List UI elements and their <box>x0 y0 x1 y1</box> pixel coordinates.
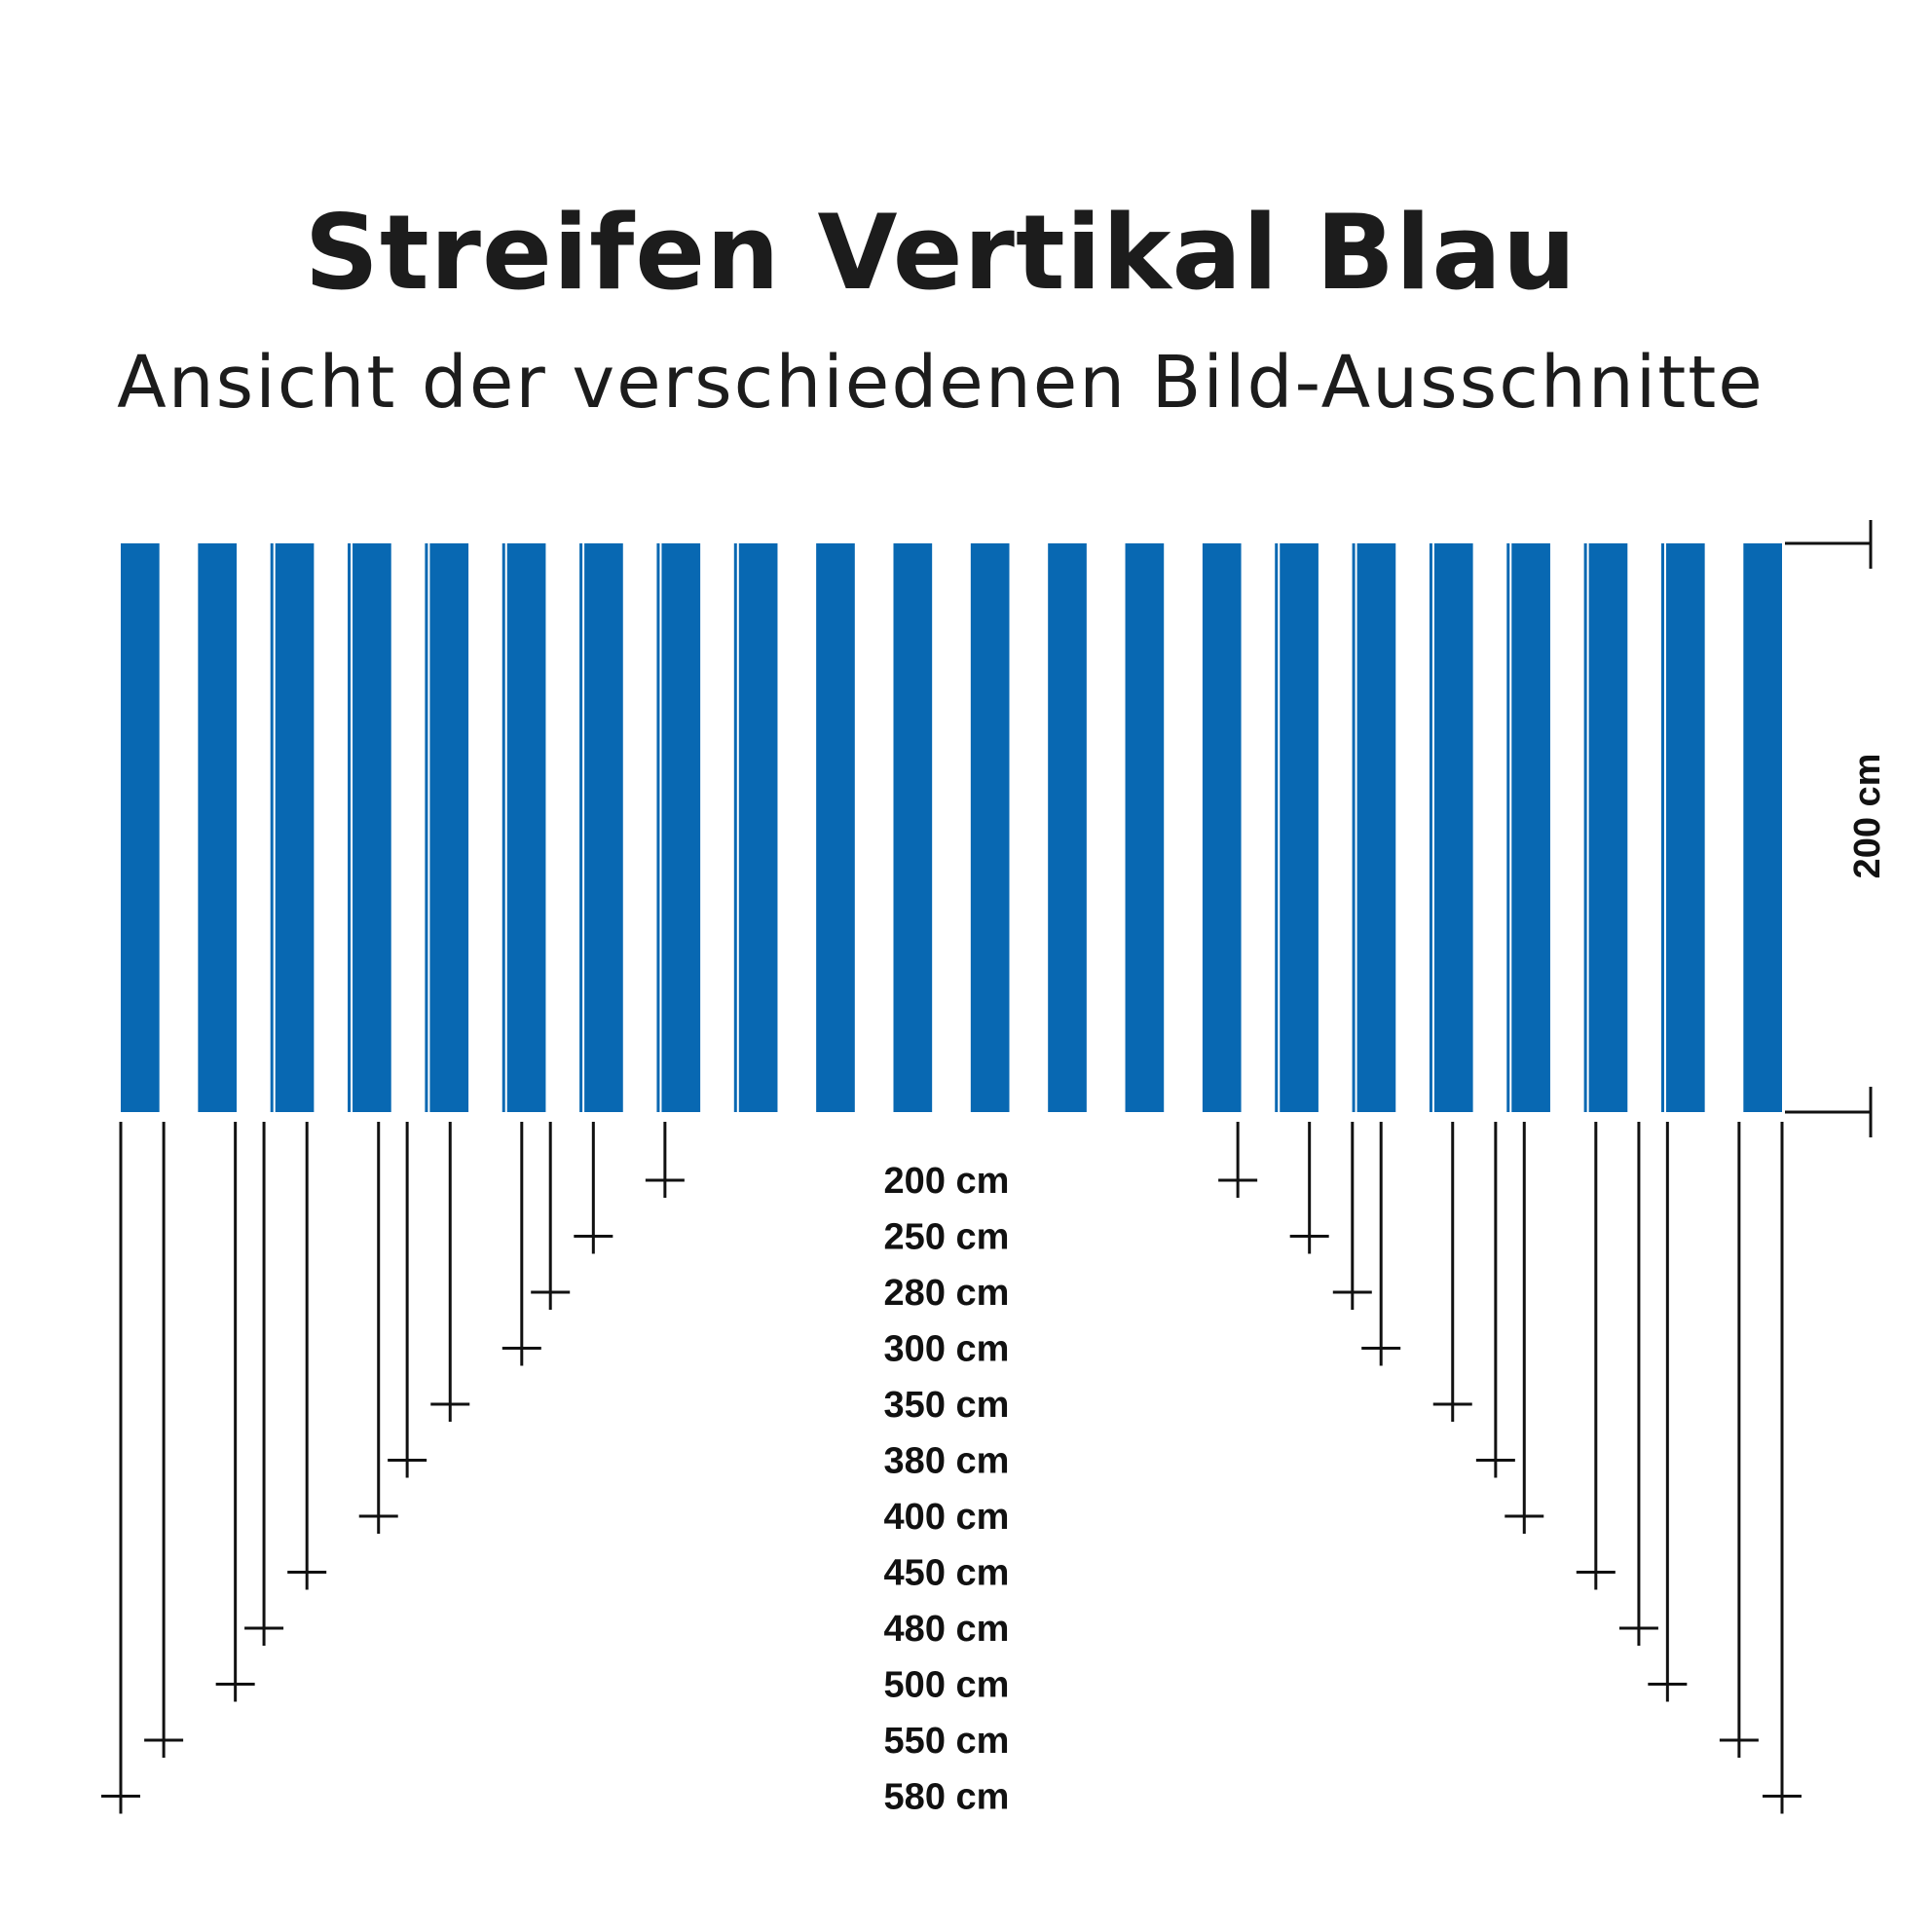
pin-stripe <box>656 543 660 1112</box>
width-label: 500 cm <box>884 1665 1010 1706</box>
width-label: 250 cm <box>884 1217 1010 1258</box>
pin-stripe <box>1429 543 1432 1112</box>
width-label: 280 cm <box>884 1273 1010 1314</box>
blue-stripe <box>429 543 469 1112</box>
width-label: 400 cm <box>884 1497 1010 1538</box>
blue-stripe <box>1125 543 1165 1112</box>
page-subtitle: Ansicht der verschiedenen Bild-Ausschnit… <box>117 341 1765 425</box>
blue-stripe <box>1511 543 1550 1112</box>
width-label: 200 cm <box>884 1161 1010 1202</box>
page-title: Streifen Vertikal Blau <box>304 193 1578 313</box>
width-label: 480 cm <box>884 1609 1010 1650</box>
blue-stripe <box>1588 543 1628 1112</box>
pin-stripe <box>1506 543 1510 1112</box>
pin-stripe <box>348 543 352 1112</box>
blue-stripe <box>275 543 315 1112</box>
pin-stripe <box>1583 543 1587 1112</box>
blue-stripe <box>584 543 623 1112</box>
width-label: 380 cm <box>884 1441 1010 1482</box>
blue-stripe <box>1743 543 1782 1112</box>
width-label: 300 cm <box>884 1329 1010 1370</box>
width-label: 550 cm <box>884 1721 1010 1762</box>
blue-stripe <box>816 543 855 1112</box>
blue-stripe <box>1202 543 1242 1112</box>
blue-stripe <box>506 543 546 1112</box>
pin-stripe <box>425 543 428 1112</box>
pin-stripe <box>733 543 737 1112</box>
stripe-pattern <box>121 543 1782 1112</box>
height-dimension: 200 cm <box>1785 520 1888 1137</box>
blue-stripe <box>353 543 391 1112</box>
blue-stripe <box>1665 543 1705 1112</box>
pin-stripe <box>1660 543 1664 1112</box>
blue-stripe <box>1356 543 1396 1112</box>
blue-stripe <box>893 543 933 1112</box>
width-label: 450 cm <box>884 1553 1010 1594</box>
width-label: 580 cm <box>884 1777 1010 1818</box>
height-label: 200 cm <box>1847 754 1888 879</box>
blue-stripe <box>121 543 160 1112</box>
blue-stripe <box>1433 543 1473 1112</box>
width-label: 350 cm <box>884 1385 1010 1426</box>
pin-stripe <box>579 543 583 1112</box>
blue-stripe <box>970 543 1010 1112</box>
pin-stripe <box>270 543 274 1112</box>
blue-stripe <box>661 543 701 1112</box>
blue-stripe <box>738 543 778 1112</box>
blue-stripe <box>1280 543 1319 1112</box>
pin-stripe <box>502 543 505 1112</box>
pin-stripe <box>1352 543 1356 1112</box>
blue-stripe <box>198 543 238 1112</box>
width-dimensions <box>101 1122 1802 1814</box>
width-labels: 200 cm 250 cm 280 cm 300 cm 350 cm 380 cm 400 … <box>884 1161 1010 1818</box>
blue-stripe <box>1048 543 1087 1112</box>
pin-stripe <box>1275 543 1279 1112</box>
